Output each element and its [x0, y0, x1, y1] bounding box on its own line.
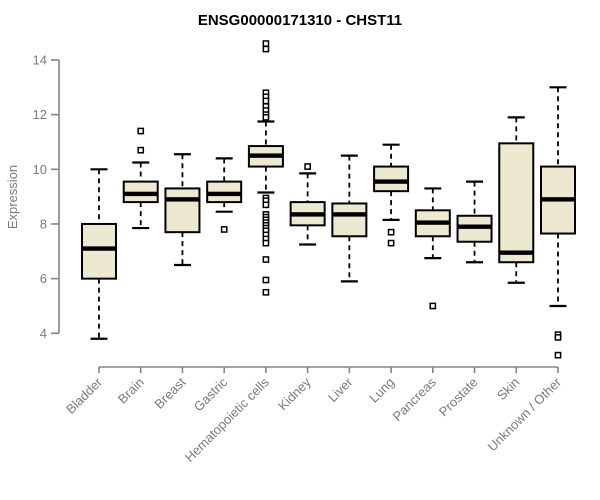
iqr-box	[498, 142, 535, 264]
iqr-box	[81, 222, 117, 280]
box-group-bladder	[81, 168, 117, 340]
box-group-breast	[164, 153, 201, 267]
x-tick-label-liver: Liver	[325, 374, 356, 405]
y-tick-label: 10	[33, 162, 47, 177]
x-tick-label-lung: Lung	[366, 375, 397, 406]
x-tick-label-prostate: Prostate	[436, 375, 481, 420]
outlier-point	[554, 334, 562, 341]
median-line	[415, 220, 450, 225]
x-tick-label-brain: Brain	[115, 375, 147, 407]
box-group-lung	[373, 143, 410, 247]
x-tick-label-unknown-other: Unknown / Other	[485, 374, 565, 454]
median-line	[82, 246, 116, 251]
median-line	[165, 197, 200, 202]
x-tick-label-kidney: Kidney	[275, 374, 314, 413]
iqr-box	[331, 202, 368, 238]
median-line	[499, 250, 534, 255]
iqr-box	[164, 187, 201, 234]
y-tick-label: 8	[40, 216, 47, 231]
boxplot-boxes	[81, 40, 576, 359]
outlier-point	[429, 302, 437, 310]
y-tick-label: 6	[40, 271, 47, 286]
outlier-point	[262, 45, 270, 53]
y-tick-label: 14	[33, 52, 47, 67]
outlier-point	[137, 146, 145, 154]
outlier-point	[262, 201, 270, 209]
outlier-point	[387, 239, 395, 247]
median-line	[457, 224, 492, 229]
outlier-point	[304, 163, 311, 170]
box-group-brain	[122, 127, 159, 230]
outlier-point	[220, 226, 228, 233]
median-line	[540, 197, 575, 202]
median-line	[207, 191, 242, 197]
outlier-point	[554, 351, 562, 359]
outlier-point	[262, 288, 270, 296]
x-tick-label-breast: Breast	[151, 374, 188, 411]
x-tick-label-gastric: Gastric	[191, 374, 231, 414]
y-tick-label: 12	[33, 107, 47, 122]
outlier-point	[137, 127, 145, 135]
box-group-pancreas	[414, 187, 451, 310]
x-tick-label-bladder: Bladder	[63, 374, 106, 417]
outlier-point	[262, 276, 270, 284]
outlier-point	[262, 239, 270, 247]
median-line	[248, 153, 283, 158]
outlier-point	[262, 114, 270, 121]
chart-title: ENSG00000171310 - CHST11	[198, 12, 402, 29]
y-axis-label: Expression	[5, 165, 20, 229]
median-line	[332, 212, 367, 217]
median-line	[123, 191, 158, 197]
iqr-box	[373, 165, 410, 193]
box-group-kidney	[289, 163, 326, 246]
box-group-prostate	[456, 180, 493, 264]
box-group-gastric	[206, 157, 243, 233]
outlier-point	[262, 256, 270, 263]
median-line	[374, 179, 409, 184]
box-group-unknown-other	[539, 86, 576, 359]
box-group-liver	[331, 154, 368, 283]
outlier-point	[262, 40, 270, 47]
box-group-hematopoietic-cells	[247, 40, 284, 296]
y-tick-label: 4	[40, 326, 47, 341]
outlier-point	[387, 228, 395, 236]
x-tick-label-skin: Skin	[494, 375, 522, 403]
x-tick-label-pancreas: Pancreas	[389, 374, 439, 424]
median-line	[290, 212, 325, 217]
box-group-skin	[498, 116, 535, 284]
outlier-point	[262, 97, 270, 105]
